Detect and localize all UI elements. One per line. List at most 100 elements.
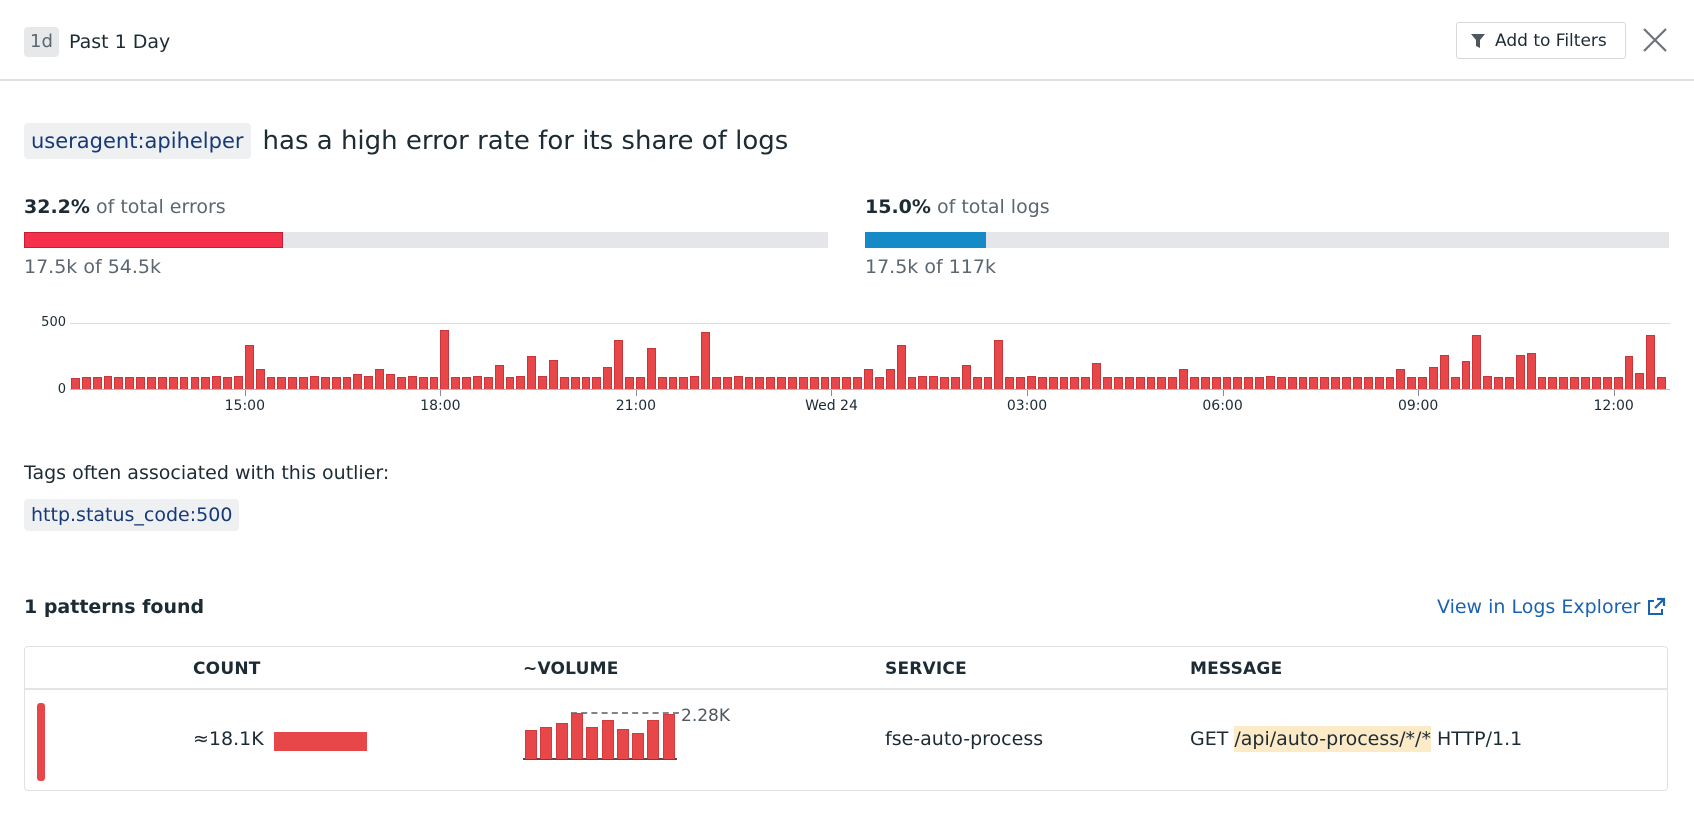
chart-bar[interactable] — [266, 377, 276, 389]
chart-bar[interactable] — [570, 377, 580, 389]
chart-bar[interactable] — [483, 377, 493, 389]
chart-bar[interactable] — [864, 369, 873, 389]
chart-bar[interactable] — [1342, 377, 1351, 389]
chart-bar[interactable] — [1461, 361, 1471, 389]
chart-bar[interactable] — [1189, 377, 1199, 389]
chart-bar[interactable] — [1146, 377, 1156, 389]
chart-bar[interactable] — [918, 375, 928, 389]
chart-bar[interactable] — [494, 365, 504, 389]
chart-bar[interactable] — [929, 375, 939, 389]
chart-bar[interactable] — [375, 369, 385, 389]
chart-bar[interactable] — [472, 376, 482, 389]
chart-bar[interactable] — [516, 375, 526, 389]
chart-bar[interactable] — [788, 377, 797, 389]
column-header-message[interactable]: MESSAGE — [1190, 659, 1283, 679]
chart-bar[interactable] — [1200, 377, 1210, 389]
chart-bar[interactable] — [320, 377, 330, 389]
chart-bar[interactable] — [125, 377, 135, 389]
chart-bar[interactable] — [1059, 377, 1069, 389]
chart-bar[interactable] — [820, 377, 830, 389]
chart-bar[interactable] — [1179, 369, 1188, 389]
chart-bar[interactable] — [635, 377, 645, 389]
chart-bar[interactable] — [907, 377, 917, 389]
close-x-icon[interactable] — [1641, 26, 1669, 54]
chart-bar[interactable] — [668, 377, 678, 389]
chart-bar[interactable] — [1211, 377, 1221, 389]
chart-bar[interactable] — [201, 377, 211, 389]
column-header-service[interactable]: SERVICE — [885, 659, 967, 679]
chart-bar[interactable] — [1168, 377, 1178, 389]
table-row[interactable]: ≈18.1K 2.28K fse-auto-process GET /api/a… — [25, 691, 1667, 791]
chart-bar[interactable] — [1037, 377, 1047, 389]
chart-bar[interactable] — [1515, 354, 1525, 389]
chart-bar[interactable] — [462, 377, 471, 389]
time-range-chip[interactable]: 1d — [24, 27, 59, 57]
chart-bar[interactable] — [592, 377, 602, 389]
chart-bar[interactable] — [396, 377, 406, 389]
chart-bar[interactable] — [972, 377, 982, 389]
chart-bar[interactable] — [885, 369, 895, 389]
chart-bar[interactable] — [1439, 354, 1449, 389]
chart-bar[interactable] — [147, 377, 156, 389]
chart-bar[interactable] — [1081, 377, 1091, 389]
chart-bar[interactable] — [581, 377, 591, 389]
chart-bar[interactable] — [1657, 377, 1666, 389]
chart-bar[interactable] — [777, 377, 787, 389]
chart-bar[interactable] — [1113, 377, 1123, 389]
chart-bar[interactable] — [1428, 366, 1438, 389]
chart-bar[interactable] — [1526, 353, 1536, 389]
chart-bar[interactable] — [1287, 377, 1297, 389]
chart-bar[interactable] — [114, 377, 124, 389]
chart-bar[interactable] — [1070, 377, 1080, 389]
chart-bar[interactable] — [1157, 377, 1167, 389]
chart-bar[interactable] — [1613, 377, 1623, 389]
chart-bar[interactable] — [407, 376, 417, 389]
chart-bar[interactable] — [994, 340, 1004, 389]
chart-bar[interactable] — [223, 377, 232, 389]
chart-bar[interactable] — [983, 377, 993, 389]
chart-bar[interactable] — [1298, 377, 1308, 389]
chart-bar[interactable] — [1363, 377, 1373, 389]
chart-bar[interactable] — [1472, 334, 1482, 389]
facet-chip[interactable]: useragent:apihelper — [24, 123, 251, 159]
chart-bar[interactable] — [92, 377, 102, 389]
chart-bar[interactable] — [288, 377, 298, 389]
chart-bar[interactable] — [646, 348, 656, 389]
tag-chip-status-code[interactable]: http.status_code:500 — [24, 499, 240, 531]
chart-bar[interactable] — [179, 377, 189, 389]
chart-bar[interactable] — [874, 377, 884, 389]
chart-bar[interactable] — [614, 340, 624, 389]
chart-bar[interactable] — [1320, 377, 1330, 389]
chart-bar[interactable] — [831, 377, 841, 389]
chart-bar[interactable] — [950, 377, 960, 389]
chart-bar[interactable] — [1255, 377, 1265, 389]
chart-bar[interactable] — [71, 378, 80, 389]
chart-bar[interactable] — [733, 376, 743, 389]
chart-bar[interactable] — [1092, 362, 1102, 389]
chart-bar[interactable] — [1103, 377, 1112, 389]
chart-bar[interactable] — [190, 377, 200, 389]
chart-bar[interactable] — [559, 377, 569, 389]
chart-bar[interactable] — [1505, 377, 1514, 389]
chart-bar[interactable] — [755, 377, 765, 389]
chart-bar[interactable] — [157, 377, 167, 389]
chart-bar[interactable] — [418, 377, 428, 389]
time-range-label[interactable]: Past 1 Day — [69, 31, 171, 53]
chart-bar[interactable] — [1005, 377, 1015, 389]
chart-bar[interactable] — [1266, 375, 1275, 389]
chart-bar[interactable] — [310, 376, 319, 389]
chart-bar[interactable] — [1016, 377, 1026, 389]
chart-bar[interactable] — [386, 374, 395, 389]
chart-bar[interactable] — [342, 377, 352, 389]
chart-bar[interactable] — [657, 377, 667, 389]
chart-bar[interactable] — [722, 377, 732, 389]
chart-bar[interactable] — [1374, 377, 1384, 389]
chart-bar[interactable] — [168, 377, 178, 389]
pattern-service[interactable]: fse-auto-process — [885, 728, 1044, 750]
chart-bar[interactable] — [538, 375, 547, 389]
chart-bar[interactable] — [798, 377, 808, 389]
chart-bar[interactable] — [364, 375, 374, 389]
chart-bar[interactable] — [429, 377, 439, 389]
chart-bar[interactable] — [212, 376, 222, 389]
chart-bar[interactable] — [1331, 377, 1341, 389]
